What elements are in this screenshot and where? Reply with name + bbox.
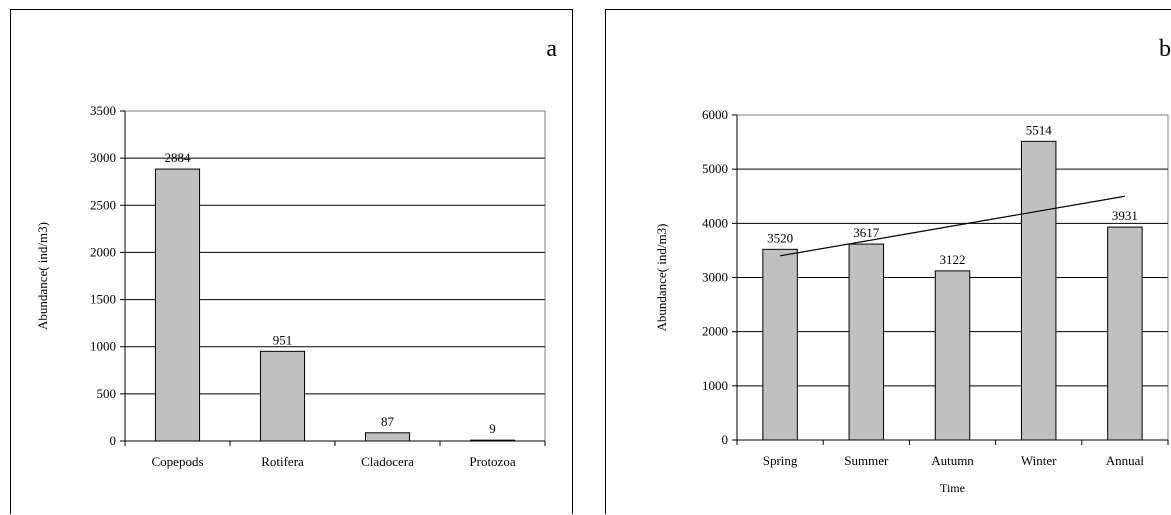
chart-a-data-label: 87 — [381, 414, 395, 429]
chart-panel-b: b 0 1000 2000 3000 4000 5000 6000 3520 Spring 361… — [605, 9, 1171, 514]
chart-b-svg: 0 1000 2000 3000 4000 5000 6000 3520 Spring 3617 S… — [654, 107, 1169, 495]
chart-b-x-tick-label: Winter — [1021, 453, 1057, 468]
chart-a-bar — [154, 168, 201, 442]
chart-b-y-tick-label: 5000 — [702, 161, 728, 176]
chart-a-y-tick-label: 500 — [97, 386, 117, 401]
chart-b-x-tick-label: Spring — [763, 453, 798, 468]
chart-b-data-label: 3617 — [853, 225, 880, 240]
chart-a-y-tick-label: 0 — [110, 433, 117, 448]
chart-b-y-tick-label: 4000 — [702, 215, 728, 230]
chart-b-data-label: 5514 — [1026, 122, 1053, 137]
chart-b-y-axis-label: Abundance( ind/m3) — [654, 224, 669, 332]
panel-letter-a: a — [546, 36, 557, 62]
chart-b-data-label: 3122 — [940, 252, 966, 267]
chart-b-x-tick-label: Autumn — [931, 453, 974, 468]
chart-a-x-tick-label: Protozoa — [469, 454, 515, 469]
chart-b-bar — [762, 248, 798, 441]
chart-b-data-label: 3520 — [767, 230, 793, 245]
panel-letter-b: b — [1159, 36, 1171, 62]
chart-b-bar — [848, 243, 885, 441]
chart-panel-a: a 0 500 1000 1500 2000 2500 3000 3500 2884 Copepo… — [10, 9, 573, 514]
chart-a-data-label: 9 — [489, 421, 496, 436]
chart-a-y-tick-label: 2000 — [90, 244, 116, 259]
chart-a-bar — [364, 432, 411, 442]
chart-a-y-tick-label: 1500 — [90, 292, 116, 307]
chart-b-x-tick-label: Summer — [844, 453, 889, 468]
chart-b-data-label: 3931 — [1112, 208, 1138, 223]
chart-b-bar — [1020, 140, 1057, 441]
chart-b-y-tick-label: 6000 — [702, 107, 728, 122]
chart-a-x-tick-label: Rotifera — [261, 454, 304, 469]
chart-a-y-tick-label: 1000 — [90, 339, 116, 354]
chart-a-y-tick-label: 2500 — [90, 197, 116, 212]
chart-b-trendline — [779, 195, 1126, 257]
chart-a-bar — [259, 350, 306, 442]
chart-a-x-tick-label: Copepods — [152, 454, 204, 469]
chart-a-x-tick-label: Cladocera — [361, 454, 414, 469]
chart-b-x-axis-label: Time — [940, 481, 965, 495]
chart-b-bar — [934, 270, 971, 441]
chart-b-x-tick-label: Annual — [1106, 453, 1145, 468]
chart-a-y-tick-label: 3500 — [90, 103, 116, 118]
chart-b-bar — [1107, 226, 1143, 441]
chart-b-y-tick-label: 0 — [722, 432, 729, 447]
chart-a-data-label: 951 — [273, 332, 293, 347]
chart-a-y-tick-label: 3000 — [90, 150, 116, 165]
chart-a-svg: 0 500 1000 1500 2000 2500 3000 3500 2884 Copepods… — [35, 103, 546, 469]
chart-b-y-tick-label: 3000 — [702, 270, 728, 285]
chart-b-y-tick-label: 1000 — [702, 378, 728, 393]
chart-a-data-label: 2884 — [165, 150, 192, 165]
chart-b-y-tick-label: 2000 — [702, 324, 728, 339]
chart-a-y-axis-label: Abundance( ind/m3) — [35, 222, 50, 330]
